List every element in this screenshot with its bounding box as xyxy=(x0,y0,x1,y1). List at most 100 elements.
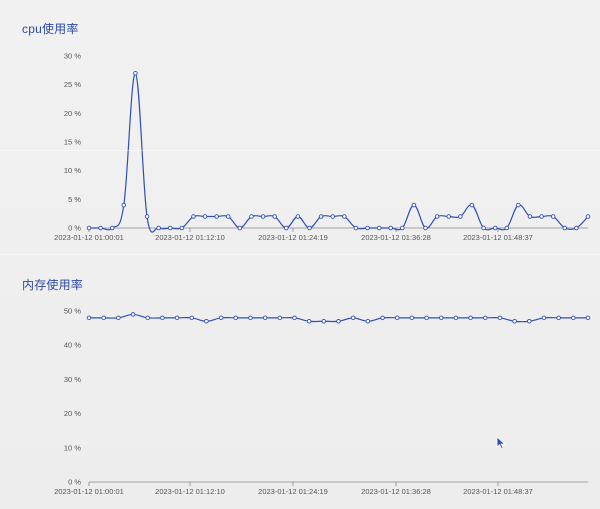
memory-data-point[interactable] xyxy=(512,319,517,324)
memory-data-point[interactable] xyxy=(350,315,356,321)
memory-data-point[interactable] xyxy=(189,315,194,321)
cpu-data-point[interactable] xyxy=(469,202,475,208)
memory-data-point[interactable] xyxy=(306,319,312,324)
cpu-data-point[interactable] xyxy=(539,214,544,219)
cpu-data-point[interactable] xyxy=(365,225,370,231)
cpu-data-point[interactable] xyxy=(562,225,568,231)
cpu-data-point[interactable] xyxy=(353,225,359,231)
memory-data-point[interactable] xyxy=(497,315,503,321)
memory-data-point[interactable] xyxy=(336,319,341,324)
memory-chart-title: 内存使用率 xyxy=(22,278,84,292)
memory-data-point[interactable] xyxy=(321,319,327,324)
cpu-data-point[interactable] xyxy=(202,214,208,219)
cpu-data-point[interactable] xyxy=(330,214,335,219)
cpu-data-point[interactable] xyxy=(226,214,231,219)
cpu-data-point[interactable] xyxy=(446,214,451,219)
cpu-data-point[interactable] xyxy=(121,202,127,208)
cpu-data-point[interactable] xyxy=(434,214,440,219)
divider xyxy=(0,254,600,255)
memory-y-tick-label: 10 % xyxy=(64,443,81,452)
cpu-data-point[interactable] xyxy=(400,225,405,231)
memory-data-point[interactable] xyxy=(483,315,488,321)
cpu-data-point[interactable] xyxy=(98,225,103,231)
memory-data-point[interactable] xyxy=(453,315,459,321)
cpu-series-line xyxy=(89,72,589,233)
cpu-data-point[interactable] xyxy=(411,202,417,208)
cpu-y-tick-label: 5 % xyxy=(68,195,81,204)
cpu-data-point[interactable] xyxy=(458,214,463,219)
cpu-y-tick-label: 15 % xyxy=(64,138,81,147)
divider xyxy=(0,150,600,151)
memory-data-point[interactable] xyxy=(571,315,576,321)
memory-data-point[interactable] xyxy=(409,315,415,321)
memory-data-point[interactable] xyxy=(556,315,561,321)
memory-data-point[interactable] xyxy=(541,315,547,321)
memory-data-point[interactable] xyxy=(585,315,591,321)
memory-y-tick-label: 40 % xyxy=(64,341,81,350)
cpu-y-tick-label: 20 % xyxy=(64,109,81,118)
cpu-data-point[interactable] xyxy=(376,225,382,231)
memory-data-point[interactable] xyxy=(130,312,136,317)
memory-data-point[interactable] xyxy=(86,315,92,321)
cpu-data-point[interactable] xyxy=(574,225,579,231)
cpu-data-point[interactable] xyxy=(214,214,219,219)
cpu-y-tick-label: 10 % xyxy=(64,166,81,175)
cpu-data-point[interactable] xyxy=(504,225,510,231)
cpu-x-tick-label: 2023-01-12 01:12:10 xyxy=(155,233,225,242)
cpu-data-point[interactable] xyxy=(423,225,428,231)
cpu-data-point[interactable] xyxy=(272,214,277,219)
cpu-data-point[interactable] xyxy=(550,214,556,219)
cpu-x-tick-label: 2023-01-12 01:24:19 xyxy=(258,233,328,242)
memory-data-point[interactable] xyxy=(204,319,209,324)
memory-data-point[interactable] xyxy=(248,315,253,321)
memory-data-point[interactable] xyxy=(438,315,444,321)
memory-data-point[interactable] xyxy=(424,315,429,321)
cpu-data-point[interactable] xyxy=(481,225,486,231)
cpu-data-point[interactable] xyxy=(585,214,591,219)
cpu-data-point[interactable] xyxy=(237,225,243,231)
cpu-data-point[interactable] xyxy=(318,214,324,219)
memory-data-point[interactable] xyxy=(160,315,165,321)
mouse-cursor-icon xyxy=(496,436,506,450)
cpu-data-point[interactable] xyxy=(179,225,185,231)
memory-y-tick-label: 0 % xyxy=(68,478,81,487)
cpu-data-point[interactable] xyxy=(492,225,498,231)
memory-data-point[interactable] xyxy=(394,315,400,321)
cpu-data-point[interactable] xyxy=(342,214,347,219)
cpu-data-point[interactable] xyxy=(295,214,301,219)
memory-data-point[interactable] xyxy=(292,315,297,321)
cpu-data-point[interactable] xyxy=(527,214,533,219)
memory-data-point[interactable] xyxy=(218,315,224,321)
cpu-data-point[interactable] xyxy=(191,214,196,219)
cpu-data-point[interactable] xyxy=(86,225,92,231)
memory-x-tick-label: 2023-01-12 01:12:10 xyxy=(155,487,225,496)
cpu-data-point[interactable] xyxy=(307,225,312,231)
cpu-data-point[interactable] xyxy=(167,225,173,231)
cpu-data-point[interactable] xyxy=(144,214,150,219)
cpu-data-point[interactable] xyxy=(109,225,115,231)
cpu-data-point[interactable] xyxy=(156,225,161,231)
cpu-usage-chart[interactable]: 0 % 5 % 10 % 15 % 20 % 25 % 30 % 2023-01-12 01:… xyxy=(0,0,600,260)
memory-data-point[interactable] xyxy=(277,315,283,321)
memory-y-tick-label: 30 % xyxy=(64,375,81,384)
cpu-data-point[interactable] xyxy=(249,214,254,219)
cpu-data-point[interactable] xyxy=(388,225,393,231)
memory-data-point[interactable] xyxy=(101,315,106,321)
cpu-x-tick-label: 2023-01-12 01:36:28 xyxy=(361,233,431,242)
memory-data-point[interactable] xyxy=(365,319,371,324)
memory-data-point[interactable] xyxy=(380,315,385,321)
memory-data-point[interactable] xyxy=(468,315,473,321)
memory-data-point[interactable] xyxy=(145,315,150,321)
cpu-data-point[interactable] xyxy=(284,225,289,231)
memory-usage-chart[interactable]: 0 % 10 % 20 % 30 % 40 % 50 % 2023-01-12 01:00:… xyxy=(0,262,600,509)
memory-data-point[interactable] xyxy=(174,315,180,321)
cpu-x-tick-label: 2023-01-12 01:00:01 xyxy=(54,233,124,242)
memory-data-point[interactable] xyxy=(116,315,121,321)
memory-data-point[interactable] xyxy=(233,315,239,321)
memory-data-point[interactable] xyxy=(262,315,268,321)
cpu-data-point[interactable] xyxy=(133,70,138,76)
cpu-data-point[interactable] xyxy=(516,202,521,208)
memory-data-point[interactable] xyxy=(527,319,532,324)
cpu-data-point[interactable] xyxy=(260,214,266,219)
